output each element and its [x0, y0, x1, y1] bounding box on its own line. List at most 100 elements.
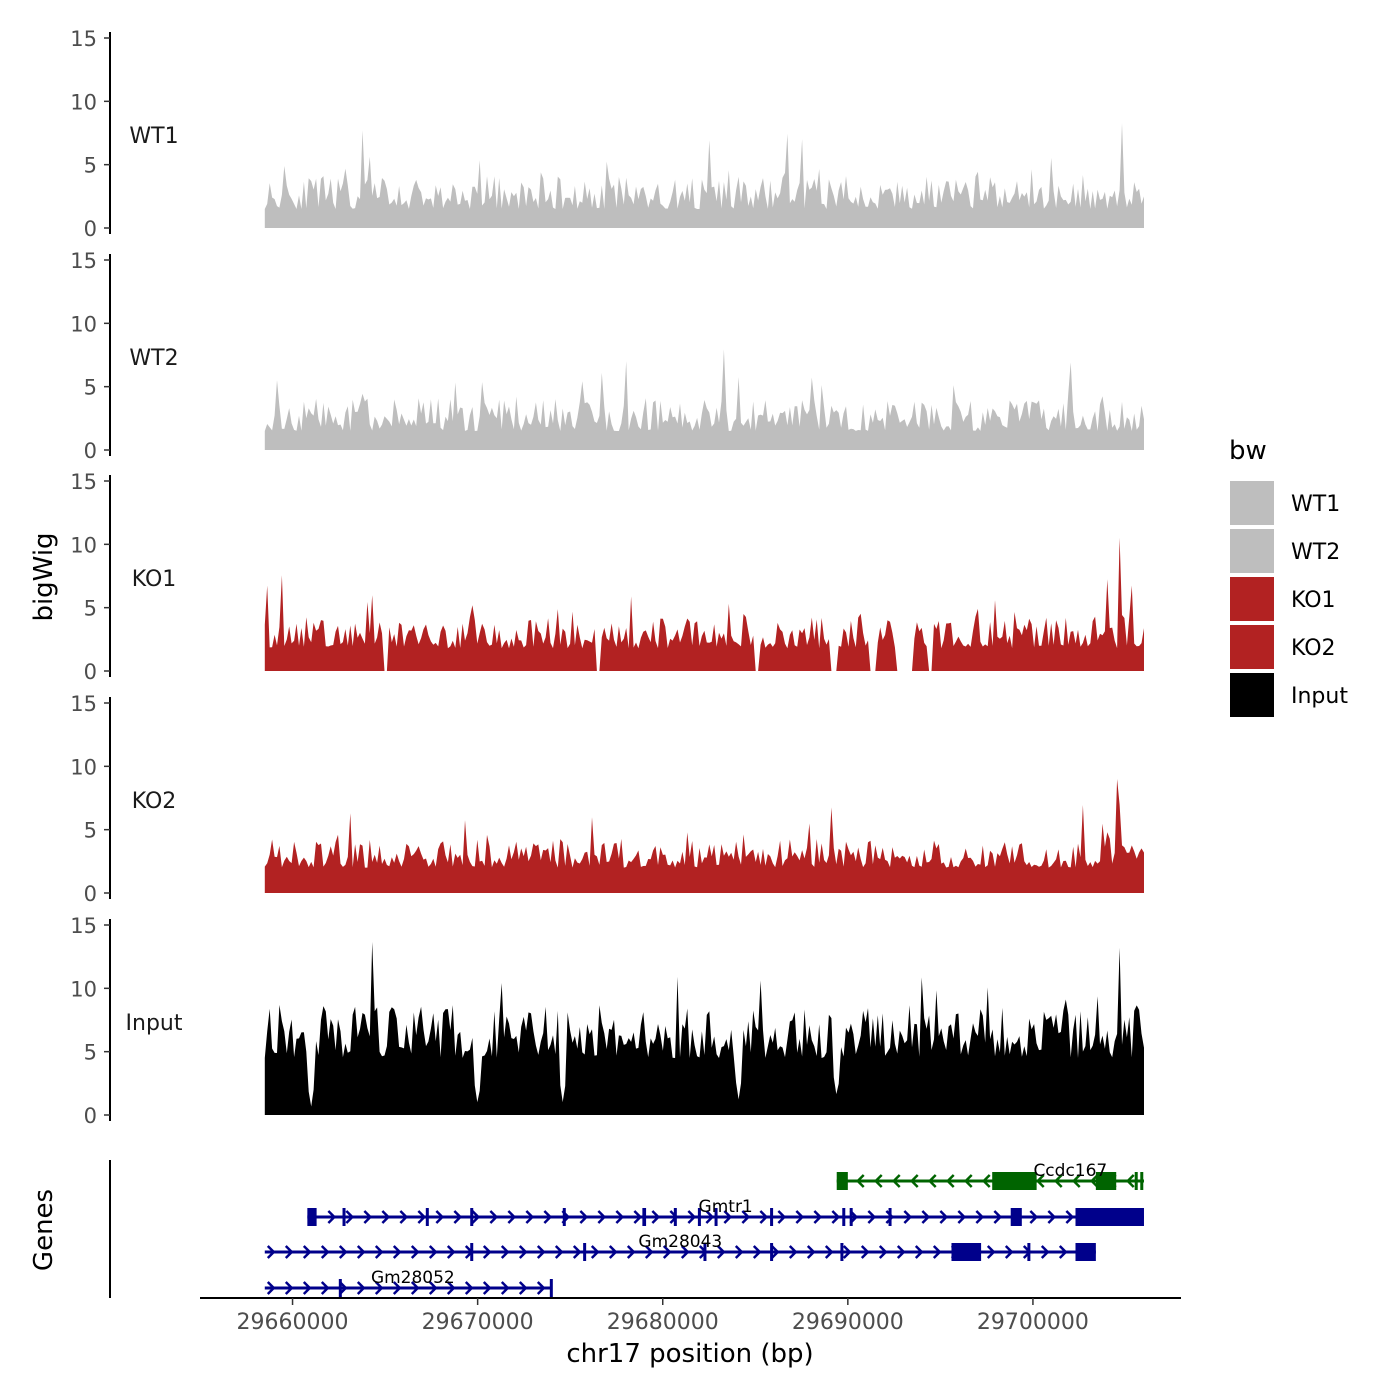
strand-chevron	[392, 1281, 402, 1295]
strand-chevron	[813, 1210, 823, 1224]
strand-chevron	[1058, 1245, 1068, 1259]
y-tick-label: 15	[70, 27, 97, 51]
signal-area-wt2	[264, 349, 1144, 450]
legend-key-wt1	[1230, 481, 1274, 525]
strand-chevron	[543, 1210, 553, 1224]
legend-label: WT2	[1291, 540, 1340, 565]
strand-chevron	[633, 1210, 643, 1224]
strand-chevron	[1029, 1210, 1039, 1224]
legend-key-wt2	[1230, 529, 1274, 573]
exon	[1140, 1172, 1144, 1190]
exon	[836, 1172, 848, 1190]
strand-chevron	[338, 1245, 348, 1259]
strand-chevron	[471, 1210, 481, 1224]
strand-chevron	[741, 1210, 751, 1224]
strand-chevron	[1040, 1245, 1050, 1259]
strand-chevron	[1004, 1245, 1014, 1259]
x-tick-label: 29690000	[792, 1310, 904, 1335]
strand-chevron	[986, 1245, 996, 1259]
strand-chevron	[500, 1245, 510, 1259]
strand-chevron	[909, 1174, 919, 1188]
y-tick-label: 0	[84, 660, 97, 684]
y-tick-label: 5	[84, 376, 97, 400]
exon	[583, 1243, 587, 1261]
legend-title: bw	[1229, 436, 1267, 466]
y-tick-label: 10	[70, 90, 97, 114]
exon	[770, 1243, 774, 1261]
exon	[888, 1208, 892, 1226]
strand-chevron	[1071, 1174, 1081, 1188]
exon	[992, 1172, 1037, 1190]
strand-chevron	[921, 1210, 931, 1224]
exon	[770, 1208, 774, 1226]
signal-area-wt1	[264, 123, 1144, 228]
strand-chevron	[374, 1281, 384, 1295]
track-wt1: 0 5 10 15 WT1	[70, 27, 1144, 241]
strand-chevron	[981, 1174, 991, 1188]
strand-chevron	[945, 1174, 955, 1188]
strand-chevron	[518, 1281, 528, 1295]
legend-label: Input	[1291, 684, 1348, 709]
strand-chevron	[903, 1210, 913, 1224]
strand-chevron	[687, 1210, 697, 1224]
exon	[338, 1279, 342, 1297]
gene-gm28043: Gm28043	[264, 1232, 1096, 1261]
strand-chevron	[518, 1245, 528, 1259]
strand-chevron	[824, 1245, 834, 1259]
legend-label: KO1	[1291, 588, 1336, 613]
strand-chevron	[651, 1210, 661, 1224]
strand-chevron	[489, 1210, 499, 1224]
strand-chevron	[536, 1245, 546, 1259]
strand-chevron	[734, 1245, 744, 1259]
y-tick-label: 5	[84, 597, 97, 621]
gene-label: Gm28052	[371, 1268, 455, 1288]
strand-chevron	[410, 1281, 420, 1295]
strand-chevron	[1047, 1210, 1057, 1224]
strand-chevron	[500, 1281, 510, 1295]
strand-chevron	[266, 1245, 276, 1259]
strand-chevron	[842, 1245, 852, 1259]
y-axis-title: bigWig	[29, 532, 59, 621]
strand-chevron	[536, 1281, 546, 1295]
strand-chevron	[932, 1245, 942, 1259]
strand-chevron	[579, 1210, 589, 1224]
gene-label: Ccdc167	[1033, 1161, 1107, 1181]
strand-chevron	[410, 1245, 420, 1259]
track-label: KO1	[132, 567, 177, 592]
gene-gmtr1: Gmtr1	[307, 1197, 1144, 1226]
strand-chevron	[860, 1245, 870, 1259]
x-axis-title: chr17 position (bp)	[566, 1339, 813, 1369]
exon	[951, 1243, 982, 1261]
exon	[425, 1208, 429, 1226]
strand-chevron	[446, 1281, 456, 1295]
strand-chevron	[975, 1210, 985, 1224]
strand-chevron	[777, 1210, 787, 1224]
strand-chevron	[590, 1245, 600, 1259]
strand-chevron	[482, 1245, 492, 1259]
strand-chevron	[417, 1210, 427, 1224]
strand-chevron	[896, 1245, 906, 1259]
strand-chevron	[320, 1245, 330, 1259]
strand-chevron	[993, 1210, 1003, 1224]
strand-chevron	[1035, 1174, 1045, 1188]
track-label: WT2	[129, 346, 178, 371]
y-tick-label: 0	[84, 217, 97, 241]
strand-chevron	[759, 1210, 769, 1224]
strand-chevron	[507, 1210, 517, 1224]
legend-label: KO2	[1291, 636, 1336, 661]
y-tick-label: 15	[70, 692, 97, 716]
strand-chevron	[302, 1245, 312, 1259]
track-ko2: 0 5 10 15 KO2	[70, 692, 1144, 906]
strand-chevron	[597, 1210, 607, 1224]
exon	[470, 1243, 474, 1261]
exon	[1134, 1172, 1138, 1190]
y-tick-label: 0	[84, 1104, 97, 1128]
genes-axis-title: Genes	[29, 1189, 59, 1271]
exon	[1010, 1208, 1022, 1226]
strand-chevron	[392, 1245, 402, 1259]
gene-label: Gmtr1	[699, 1197, 753, 1217]
strand-chevron	[1089, 1174, 1099, 1188]
y-tick-label: 15	[70, 470, 97, 494]
strand-chevron	[608, 1245, 618, 1259]
y-tick-label: 10	[70, 312, 97, 336]
